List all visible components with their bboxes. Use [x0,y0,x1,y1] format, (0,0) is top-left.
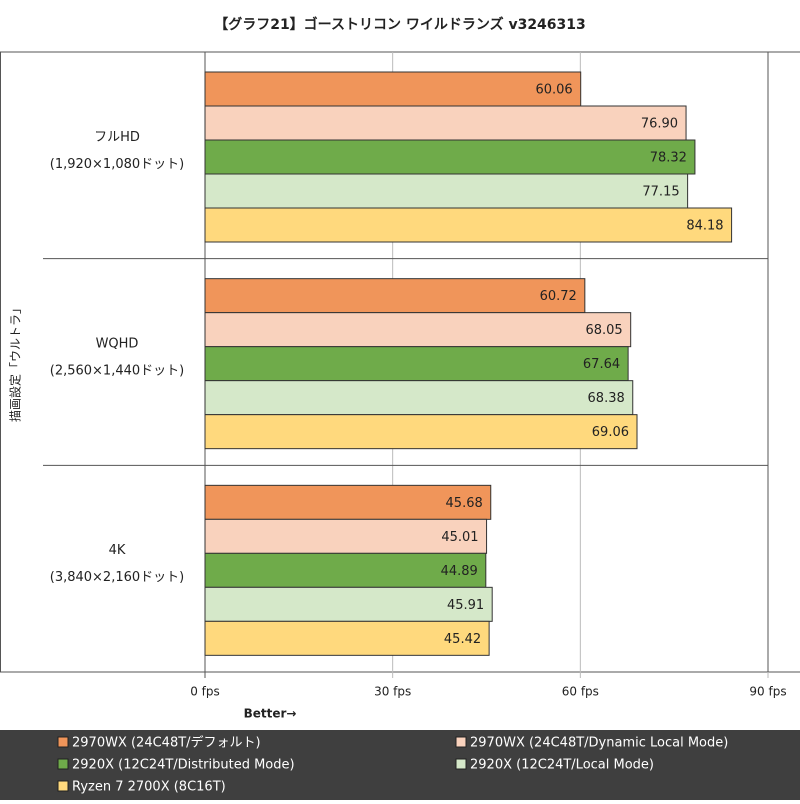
chart-title: 【グラフ21】ゴーストリコン ワイルドランズ v3246313 [214,16,586,33]
legend-label: 2920X (12C24T/Local Mode) [470,758,654,773]
bar [204,105,687,141]
legend-label: 2970WX (24C48T/Dynamic Local Mode) [470,736,728,751]
bar [204,139,696,175]
x-axis-label: Better→ [244,707,297,721]
x-tick-label: 90 fps [749,685,786,699]
legend-label: Ryzen 7 2700X (8C16T) [72,780,226,795]
category-resolution: (3,840×2,160ドット) [50,570,184,585]
value-label: 67.64 [583,357,620,372]
value-label: 60.06 [535,83,572,98]
value-label: 76.90 [641,117,678,132]
legend-swatch [455,758,467,770]
bar [204,312,632,348]
x-tick-label: 0 fps [190,685,220,699]
x-tick-label: 60 fps [562,685,599,699]
value-label: 68.38 [588,391,625,406]
value-label: 45.91 [447,598,484,613]
value-label: 78.32 [650,151,687,166]
value-label: 44.89 [441,564,478,579]
x-tick-label: 30 fps [374,685,411,699]
value-label: 68.05 [585,323,622,338]
bar [204,278,586,314]
legend-label: 2920X (12C24T/Distributed Mode) [72,758,295,773]
legend-swatch [57,780,69,792]
value-label: 60.72 [540,289,577,304]
value-label: 45.42 [444,632,481,647]
value-label: 77.15 [642,185,679,200]
legend-background [0,730,800,800]
category-resolution: (1,920×1,080ドット) [50,157,184,172]
y-axis-label: 描画設定「ウルトラ」 [8,302,23,422]
category-resolution: (2,560×1,440ドット) [50,364,184,379]
category-label: WQHD [96,337,139,352]
bar [204,346,629,382]
bar [204,380,634,416]
legend-swatch [57,736,69,748]
bar [204,207,733,243]
bar [204,173,689,209]
bar [204,620,490,656]
value-label: 45.68 [446,496,483,511]
legend-label: 2970WX (24C48T/デフォルト) [72,735,261,751]
value-label: 84.18 [686,219,723,234]
bar [204,586,493,622]
legend-swatch [455,736,467,748]
bar [204,71,582,107]
category-label: フルHD [94,130,140,145]
bar [204,414,638,450]
value-label: 69.06 [592,425,629,440]
value-label: 45.01 [441,530,478,545]
legend-swatch [57,758,69,770]
category-label: 4K [109,543,126,558]
